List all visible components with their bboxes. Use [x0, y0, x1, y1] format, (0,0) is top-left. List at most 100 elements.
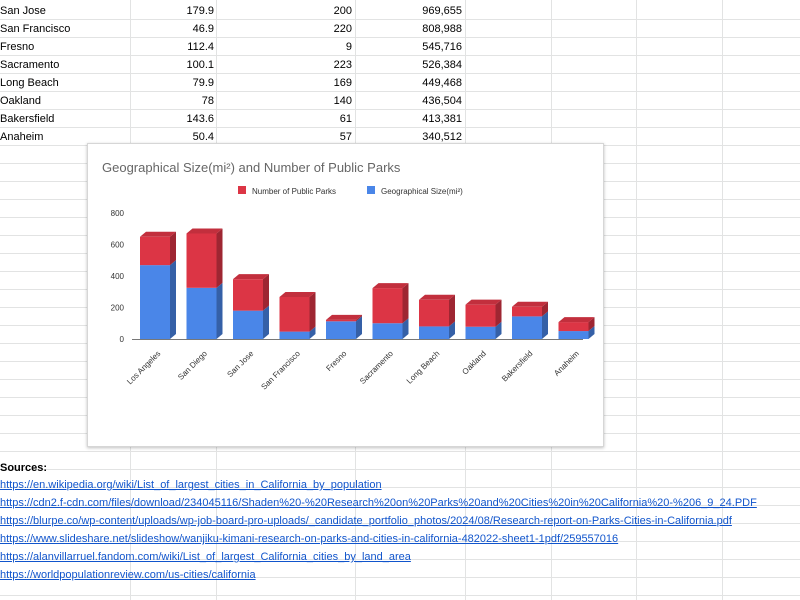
cell-parks[interactable]: 200 — [333, 5, 352, 17]
cell-size[interactable]: 79.9 — [192, 77, 214, 89]
cell-population[interactable]: 969,655 — [422, 5, 462, 17]
bar-segment — [279, 331, 310, 339]
bar-segment — [419, 299, 449, 327]
bar-segment — [465, 326, 496, 339]
legend-label: Geographical Size(mi²) — [381, 187, 463, 196]
cell-city[interactable]: Anaheim — [0, 131, 44, 143]
bar-top — [279, 291, 316, 297]
bar-segment — [419, 326, 449, 339]
chart-title: Geographical Size(mi²) and Number of Pub… — [102, 160, 401, 175]
y-tick-label: 400 — [111, 272, 125, 281]
x-tick-label: San Jose — [225, 349, 255, 379]
bar-segment — [233, 279, 263, 311]
sources-label: Sources: — [0, 462, 48, 474]
x-tick-label: Oakland — [460, 349, 487, 376]
cell-size[interactable]: 100.1 — [186, 59, 214, 71]
cell-size[interactable]: 50.4 — [192, 131, 214, 143]
bar-side — [216, 228, 223, 288]
bar-side — [402, 283, 409, 324]
bar-side — [542, 311, 548, 339]
x-tick-label: Anaheim — [552, 349, 581, 378]
bar-segment — [279, 296, 310, 332]
bar-segment — [140, 236, 170, 266]
y-tick-label: 0 — [120, 335, 125, 344]
cell-population[interactable]: 413,381 — [422, 113, 462, 125]
cell-city[interactable]: Sacramento — [0, 59, 60, 71]
bar-side — [309, 291, 316, 332]
bar-segment — [233, 310, 263, 339]
cell-city[interactable]: Bakersfield — [0, 113, 55, 125]
cell-population[interactable]: 340,512 — [422, 131, 462, 143]
cell-parks[interactable]: 9 — [345, 41, 352, 53]
x-tick-label: Fresno — [324, 349, 348, 373]
bar-side — [588, 317, 595, 332]
legend-swatch — [367, 186, 375, 194]
cell-parks[interactable]: 223 — [333, 59, 352, 71]
source-link[interactable]: https://worldpopulationreview.com/us-cit… — [0, 569, 256, 581]
bar-segment — [186, 233, 217, 288]
cell-parks[interactable]: 140 — [333, 95, 352, 107]
source-link[interactable]: https://cdn2.f-cdn.com/files/download/23… — [0, 497, 757, 509]
x-tick-label: Long Beach — [405, 349, 442, 386]
bar-segment — [186, 287, 217, 339]
cell-size[interactable]: 78 — [201, 95, 214, 107]
chart[interactable]: Geographical Size(mi²) and Number of Pub… — [87, 143, 604, 447]
bar-top — [419, 294, 455, 300]
bar-segment — [372, 323, 403, 339]
chart-canvas: Geographical Size(mi²) and Number of Pub… — [102, 160, 595, 392]
cell-city[interactable]: San Francisco — [0, 23, 71, 35]
bar-side — [495, 299, 502, 327]
x-tick-label: Bakersfield — [500, 349, 534, 383]
bar-side — [170, 231, 176, 266]
bar-side — [170, 260, 176, 339]
bar-side — [356, 314, 362, 322]
legend-swatch — [238, 186, 246, 194]
bar-segment — [140, 265, 170, 339]
source-link[interactable]: https://alanvillarruel.fandom.com/wiki/L… — [0, 551, 411, 563]
bar-top — [558, 317, 595, 323]
bar-side — [309, 326, 316, 339]
y-tick-label: 200 — [111, 304, 125, 313]
bar-side — [263, 274, 269, 311]
bar-top — [326, 314, 362, 320]
bar-top — [372, 283, 409, 289]
bar-side — [263, 305, 269, 339]
bar-segment — [558, 322, 589, 332]
source-link[interactable]: https://www.slideshare.net/slideshow/wan… — [0, 533, 619, 545]
cell-size[interactable]: 112.4 — [187, 41, 214, 53]
cell-size[interactable]: 46.9 — [192, 23, 214, 35]
source-link[interactable]: https://blurpe.co/wp-content/uploads/wp-… — [0, 515, 732, 527]
bar-segment — [558, 331, 589, 339]
cell-population[interactable]: 436,504 — [422, 95, 462, 107]
y-tick-label: 600 — [111, 241, 125, 250]
bar-side — [449, 294, 455, 327]
cell-parks[interactable]: 169 — [333, 77, 352, 89]
cell-parks[interactable]: 220 — [333, 23, 352, 35]
cell-parks[interactable]: 57 — [339, 131, 352, 143]
cell-size[interactable]: 179.9 — [186, 5, 214, 17]
bar-top — [512, 301, 548, 307]
bar-segment — [465, 304, 496, 327]
x-tick-label: San Diego — [176, 349, 209, 382]
cell-city[interactable]: San Jose — [0, 5, 46, 17]
cell-city[interactable]: Long Beach — [0, 77, 59, 89]
cell-population[interactable]: 449,468 — [422, 77, 462, 89]
bar-side — [588, 326, 595, 339]
bar-side — [542, 301, 548, 317]
bar-side — [356, 316, 362, 339]
cell-population[interactable]: 526,384 — [422, 59, 462, 71]
bar-top — [140, 231, 176, 237]
bar-segment — [326, 319, 356, 322]
cell-city[interactable]: Oakland — [0, 95, 41, 107]
cell-city[interactable]: Fresno — [0, 41, 35, 53]
bar-top — [465, 299, 502, 305]
source-link[interactable]: https://en.wikipedia.org/wiki/List_of_la… — [0, 479, 382, 491]
bar-top — [186, 228, 223, 234]
legend-label: Number of Public Parks — [252, 187, 336, 196]
cell-parks[interactable]: 61 — [339, 113, 352, 125]
bar-side — [495, 321, 502, 339]
cell-population[interactable]: 545,716 — [422, 41, 462, 53]
cell-size[interactable]: 143.6 — [186, 113, 214, 125]
cell-population[interactable]: 808,988 — [422, 23, 462, 35]
bar-side — [402, 318, 409, 339]
